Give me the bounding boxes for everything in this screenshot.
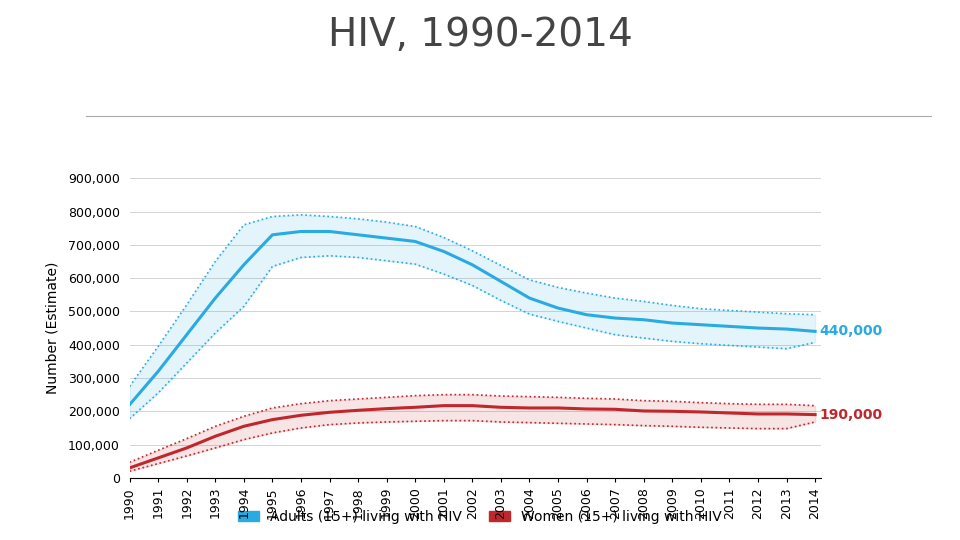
Text: Source: Prepared by www.aidsinfoonline.org based on UNAIDS. (2015). HIV Estimate: Source: Prepared by www.aidsinfoonline.o… bbox=[29, 526, 555, 536]
Text: 440,000: 440,000 bbox=[820, 325, 882, 339]
Text: HIV, 1990-2014: HIV, 1990-2014 bbox=[327, 16, 633, 54]
Legend: Adults (15+) living with HIV, Women (15+) living with HIV: Adults (15+) living with HIV, Women (15+… bbox=[232, 504, 728, 530]
Text: 3: 3 bbox=[939, 526, 946, 536]
Text: 190,000: 190,000 bbox=[820, 408, 882, 422]
Y-axis label: Number (Estimate): Number (Estimate) bbox=[45, 262, 60, 394]
